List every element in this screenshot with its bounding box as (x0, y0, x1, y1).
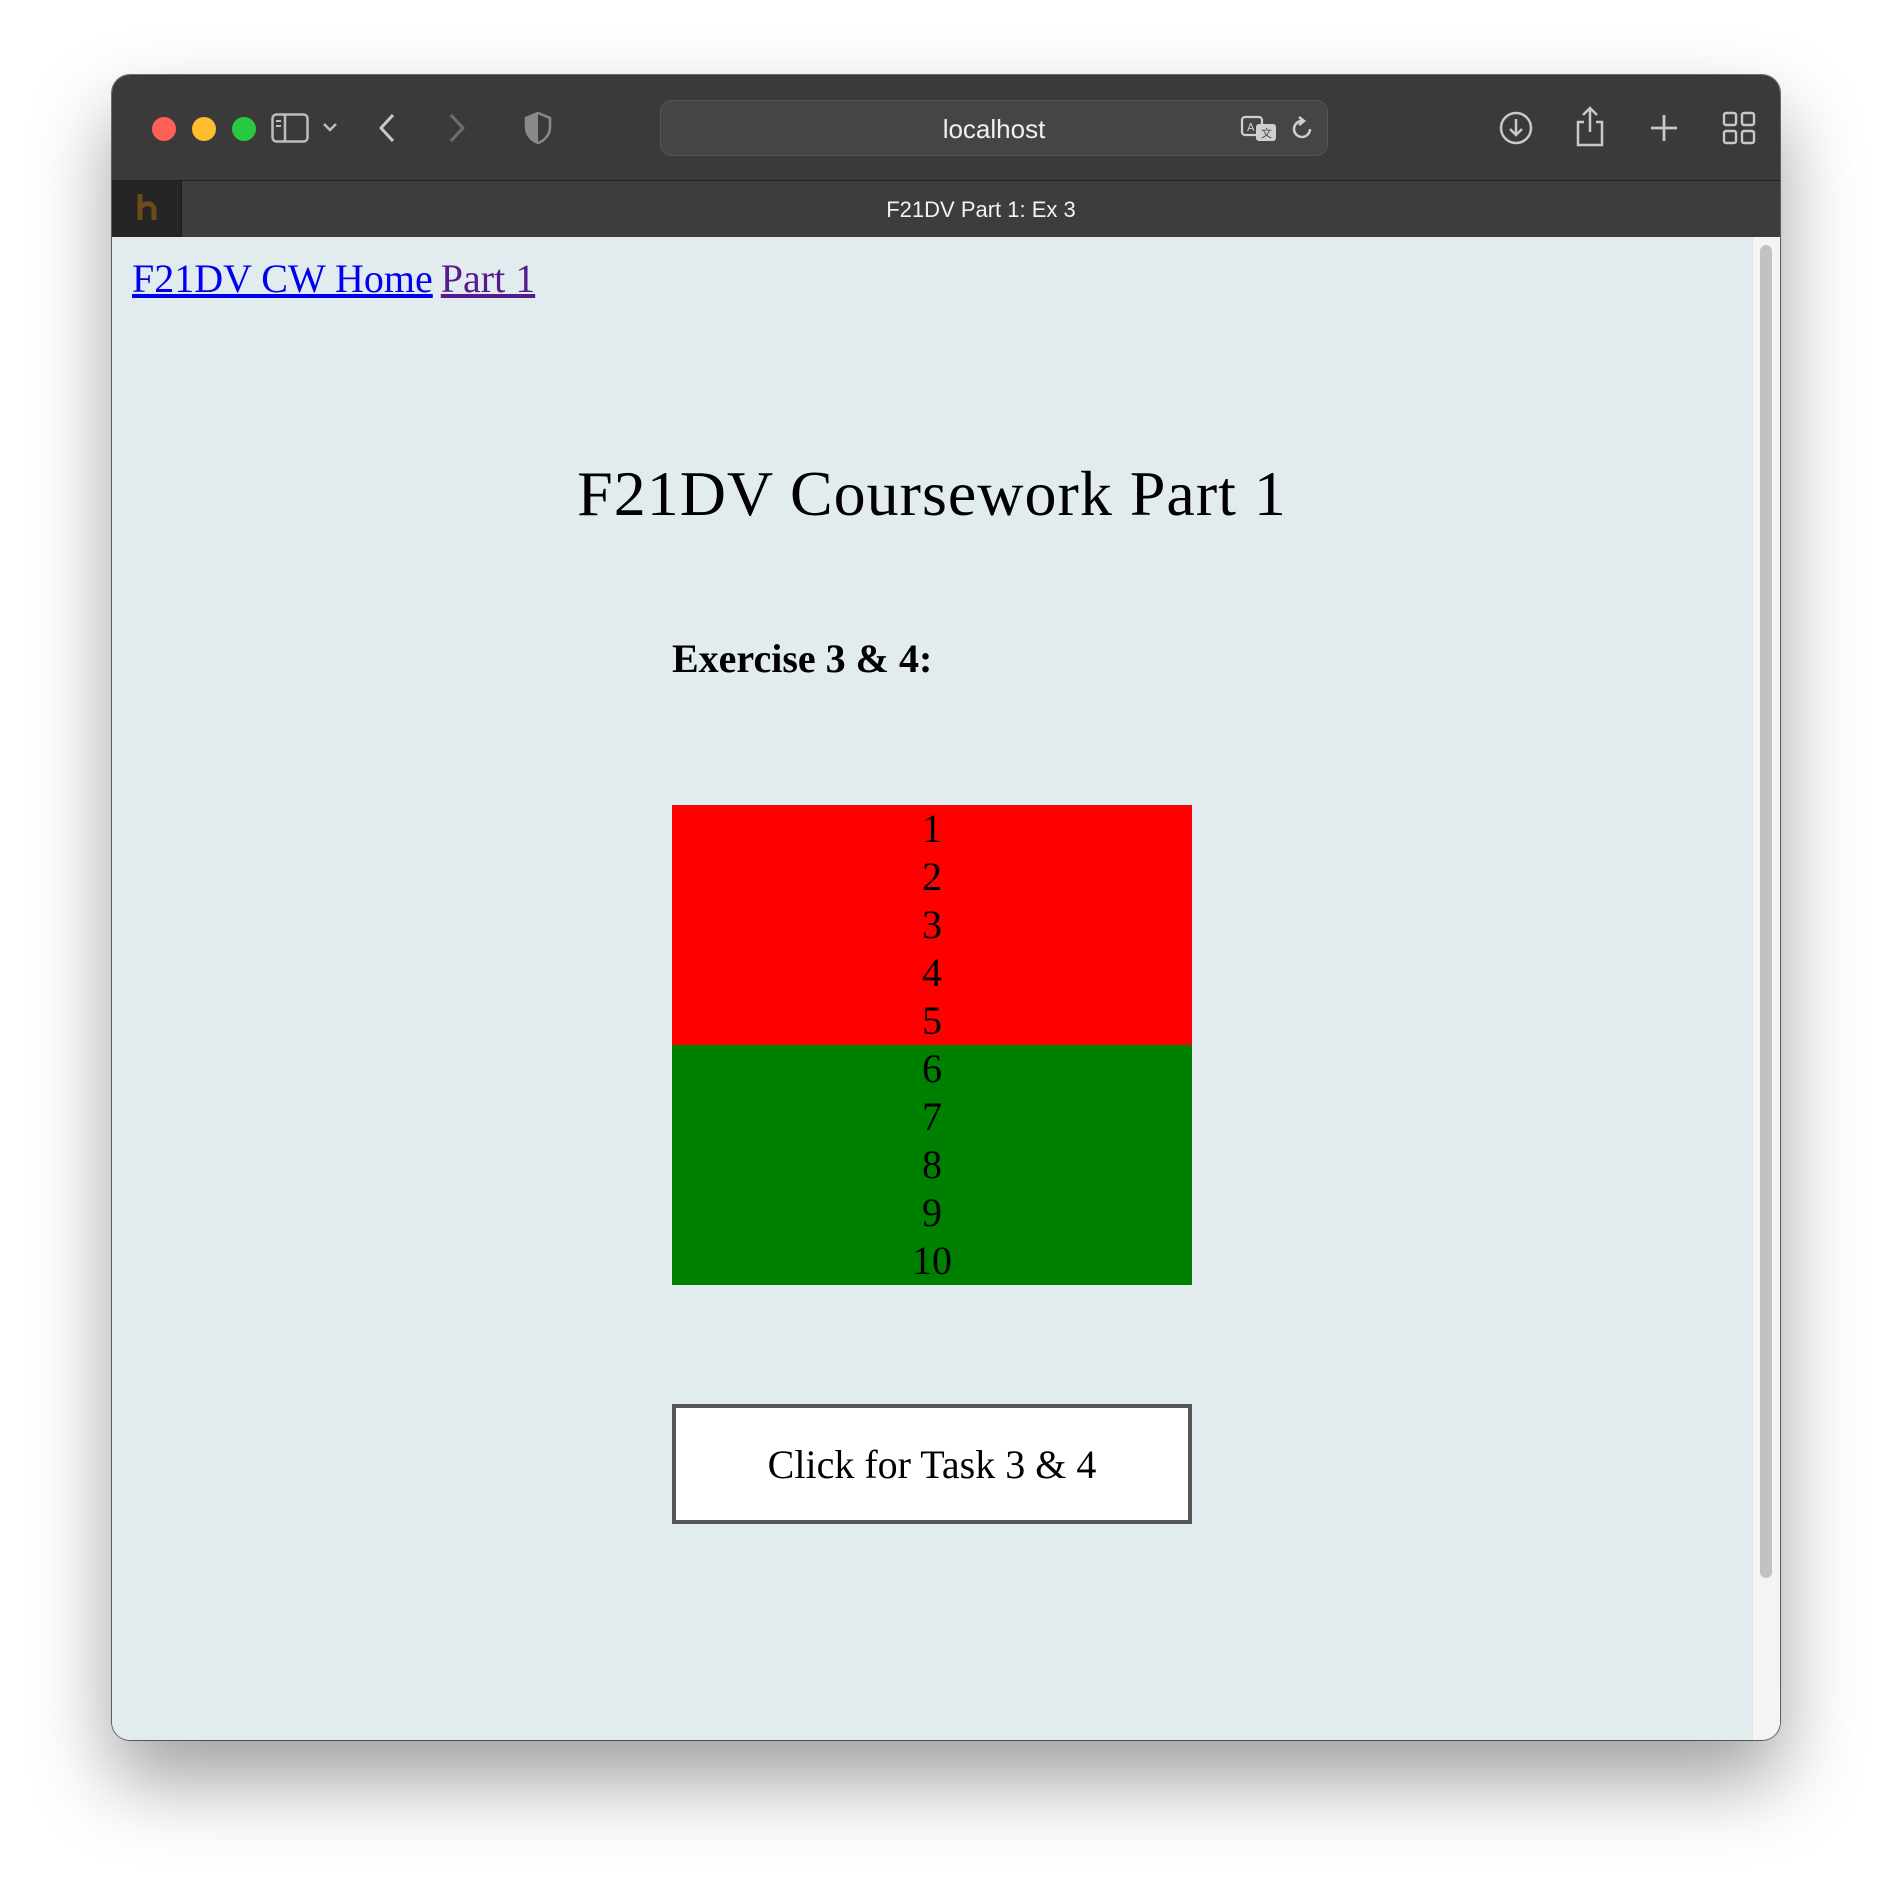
page-content: F21DV CW Home Part 1 F21DV Coursework Par… (112, 237, 1752, 1740)
favicon-icon (136, 192, 158, 227)
number-item: 5 (672, 997, 1192, 1045)
number-list: 1 2 3 4 5 6 7 8 9 10 (672, 805, 1192, 1285)
number-item: 1 (672, 805, 1192, 853)
chevron-down-icon[interactable] (320, 117, 340, 137)
tab-pinned[interactable] (112, 181, 182, 238)
zoom-window-button[interactable] (232, 117, 256, 141)
number-item: 3 (672, 901, 1192, 949)
forward-icon[interactable] (442, 110, 472, 146)
tab-overview-icon[interactable] (1720, 109, 1758, 147)
number-item: 4 (672, 949, 1192, 997)
scrollbar-thumb[interactable] (1760, 245, 1772, 1578)
url-text: localhost (942, 114, 1046, 144)
svg-text:文: 文 (1261, 126, 1272, 140)
back-icon[interactable] (372, 110, 402, 146)
shield-icon[interactable] (522, 110, 554, 146)
minimize-window-button[interactable] (192, 117, 216, 141)
new-tab-icon[interactable] (1646, 110, 1682, 146)
tab-bar: F21DV Part 1: Ex 3 (112, 180, 1780, 238)
number-item: 8 (672, 1141, 1192, 1189)
reload-icon[interactable] (1287, 114, 1317, 144)
number-item: 9 (672, 1189, 1192, 1237)
tab-active[interactable]: F21DV Part 1: Ex 3 (182, 181, 1780, 238)
number-item: 6 (672, 1045, 1192, 1093)
svg-text:A: A (1247, 121, 1255, 134)
number-item: 7 (672, 1093, 1192, 1141)
number-item: 2 (672, 853, 1192, 901)
sidebar-icon[interactable] (270, 111, 310, 145)
download-icon[interactable] (1496, 108, 1536, 148)
close-window-button[interactable] (152, 117, 176, 141)
part-1-link[interactable]: Part 1 (440, 256, 536, 301)
task-button[interactable]: Click for Task 3 & 4 (672, 1404, 1192, 1524)
exercise-heading: Exercise 3 & 4: (672, 636, 933, 681)
number-item: 10 (672, 1237, 1192, 1285)
share-icon[interactable] (1570, 103, 1610, 149)
home-link[interactable]: F21DV CW Home (132, 256, 433, 301)
page-title: F21DV Coursework Part 1 (577, 458, 1287, 529)
top-nav: F21DV CW Home Part 1 (132, 255, 535, 302)
